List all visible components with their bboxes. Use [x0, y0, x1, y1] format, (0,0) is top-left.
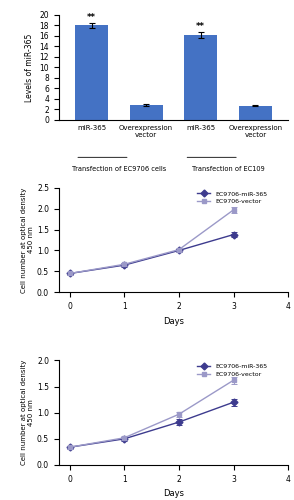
EC9706-vector [68, 270, 71, 276]
Line: EC9706-miR-365: EC9706-miR-365 [67, 232, 236, 276]
Text: **: ** [87, 13, 96, 22]
Bar [239, 106, 272, 120]
Y-axis label: Cell number at optical density
450 nm: Cell number at optical density 450 nm [21, 188, 34, 292]
Line: EC9706-miR-365: EC9706-miR-365 [67, 400, 236, 450]
X-axis label: Days: Days [163, 316, 184, 326]
EC9706-vector [123, 435, 126, 441]
EC9706-miR-365 [177, 248, 181, 254]
Legend: EC9706-miR-365, EC9706-vector: EC9706-miR-365, EC9706-vector [195, 188, 270, 207]
EC9706-miR-365 [232, 232, 235, 237]
EC9706-miR-365 [123, 262, 126, 268]
Legend: EC9706-miR-365, EC9706-vector: EC9706-miR-365, EC9706-vector [195, 362, 270, 380]
EC9706-vector [68, 444, 71, 450]
EC9706-vector [232, 377, 235, 383]
EC9706-vector [177, 411, 181, 417]
Line: EC9706-vector: EC9706-vector [67, 378, 236, 450]
Bar [75, 26, 108, 120]
EC9706-miR-365 [177, 419, 181, 425]
Line: EC9706-vector: EC9706-vector [67, 208, 236, 276]
EC9706-vector [232, 207, 235, 213]
EC9706-miR-365 [68, 444, 71, 450]
EC9706-miR-365 [123, 436, 126, 442]
EC9706-vector [123, 262, 126, 268]
EC9706-miR-365 [68, 270, 71, 276]
Text: **: ** [196, 22, 205, 30]
Y-axis label: Levels of miR-365: Levels of miR-365 [25, 33, 34, 102]
X-axis label: Days: Days [163, 490, 184, 498]
Bar [130, 105, 163, 120]
Text: Transfection of EC9706 cells: Transfection of EC9706 cells [72, 166, 166, 172]
Text: Transfection of EC109: Transfection of EC109 [192, 166, 264, 172]
EC9706-vector [177, 246, 181, 252]
Bar [184, 35, 217, 119]
Y-axis label: Cell number at optical density
450 nm: Cell number at optical density 450 nm [21, 360, 34, 466]
EC9706-miR-365 [232, 399, 235, 405]
